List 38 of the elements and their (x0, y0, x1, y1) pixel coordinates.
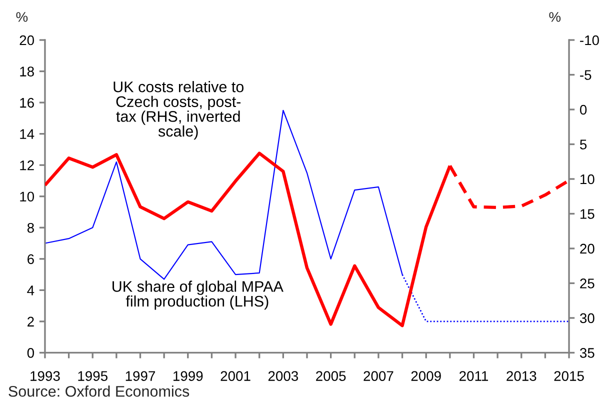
x-tick-label: 2005 (316, 371, 346, 381)
x-tick-label: 1997 (126, 371, 156, 381)
x-tick-label: 2003 (268, 371, 298, 381)
x-tick-label: 2011 (460, 371, 488, 381)
y-tick-label: 12 (20, 160, 34, 170)
y2-tick-label: 10 (580, 174, 594, 184)
y-tick-label: 4 (27, 286, 34, 296)
y2-tick-label: 5 (580, 140, 587, 150)
y-axis-title: % (16, 12, 28, 22)
y2-tick-label: 0 (580, 104, 587, 115)
y2-tick-label: -10 (580, 35, 599, 46)
y2-tick-label: 35 (580, 348, 594, 358)
y-tick-label: 2 (28, 316, 34, 326)
series-label: UK share of global MPAA film production (LHS) (112, 280, 284, 310)
x-tick-label: 1993 (30, 371, 60, 381)
y2-tick-label: 15 (580, 209, 594, 219)
source-note: Source: Oxford Economics (8, 386, 190, 397)
y-tick-label: 14 (20, 129, 34, 139)
x-tick-label: 2013 (506, 371, 536, 381)
y-tick-label: 10 (20, 192, 34, 202)
x-tick-label: 2007 (364, 371, 394, 381)
y-tick-label: 20 (20, 35, 34, 46)
y-tick-label: 18 (20, 66, 34, 76)
y2-tick-label: 30 (580, 313, 594, 324)
x-tick-label: 1999 (174, 371, 203, 381)
series-label: UK costs relative to Czech costs, post- tax (RHS, inverted scale) (114, 81, 244, 140)
y-tick-label: 8 (27, 222, 34, 233)
y2-axis-title: % (549, 12, 561, 22)
y-tick-label: 6 (28, 254, 34, 264)
x-tick-label: 2001 (220, 371, 250, 381)
y2-tick-label: 20 (580, 244, 594, 254)
x-tick-label: 2009 (411, 371, 441, 381)
x-tick-label: 2015 (554, 371, 584, 381)
x-tick-label: 1995 (78, 371, 108, 381)
y-tick-label: 16 (20, 98, 34, 108)
y-tick-label: 0 (27, 348, 34, 358)
y2-tick-label: -5 (580, 70, 592, 80)
y2-tick-label: 25 (580, 278, 594, 288)
